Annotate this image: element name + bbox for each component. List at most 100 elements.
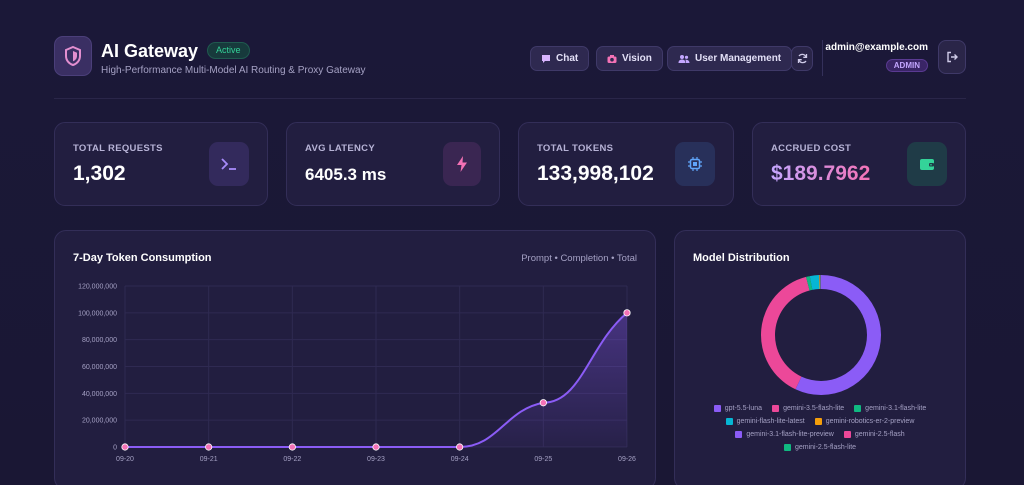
donut-legend: gpt-5.5-luna gemini-3.5-flash-lite gemini-…	[675, 405, 965, 457]
y-tick-label: 20,000,000	[82, 418, 117, 425]
token-line-chart: 0 20,000,000 40,000,000 60,000,000 80,000,00…	[78, 284, 636, 464]
logo	[54, 36, 92, 76]
stat-label: ACCRUED COST	[771, 143, 852, 154]
role-badge: ADMIN	[885, 59, 928, 72]
pie-slice[interactable]	[809, 275, 820, 290]
stat-value: $189.7962	[771, 162, 871, 185]
legend-item[interactable]: gemini-2.5-flash-lite	[783, 444, 857, 451]
series-area	[125, 312, 627, 447]
logout-button[interactable]	[938, 40, 966, 74]
legend-row: gemini-flash-lite-latest gemini-robotics-…	[675, 418, 965, 425]
legend-swatch	[783, 444, 791, 451]
legend-item[interactable]: gpt-5.5-luna	[713, 405, 763, 412]
legend-swatch	[735, 431, 743, 438]
camera-icon	[607, 54, 617, 63]
legend-label: gemini-3.1-flash-lite	[865, 405, 927, 412]
model-distribution-panel: Model Distribution gpt-5.5-luna gemini-3.…	[674, 230, 966, 485]
app-subtitle: High-Performance Multi-Model AI Routing …	[101, 65, 366, 76]
legend-item[interactable]: gemini-3.5-flash-lite	[772, 405, 844, 412]
x-tick-label: 09-24	[451, 456, 469, 463]
shield-icon	[65, 46, 81, 66]
user-email: admin@example.com	[825, 42, 928, 53]
chat-icon	[542, 54, 550, 63]
legend-label: gemini-robotics-er-2-preview	[825, 418, 915, 425]
data-point[interactable]	[623, 309, 631, 317]
data-point[interactable]	[205, 443, 213, 451]
stat-card-total-requests: TOTAL REQUESTS 1,302	[54, 122, 268, 206]
pie-slice[interactable]	[761, 276, 810, 390]
pie-slice[interactable]	[819, 275, 821, 290]
stat-icon-box	[907, 142, 947, 186]
refresh-icon	[797, 53, 807, 64]
legend-swatch	[814, 418, 822, 425]
data-point[interactable]	[121, 443, 129, 451]
legend-item[interactable]: gemini-robotics-er-2-preview	[814, 418, 915, 425]
chat-button[interactable]: Chat	[530, 46, 590, 71]
wallet-icon	[920, 159, 934, 170]
chat-button-label: Chat	[556, 53, 579, 64]
pie-slice[interactable]	[819, 275, 821, 290]
legend-swatch	[725, 418, 733, 425]
y-tick-label: 60,000,000	[82, 364, 117, 371]
logout-icon	[947, 51, 958, 63]
stat-label: TOTAL REQUESTS	[73, 143, 163, 154]
stat-card-total-tokens: TOTAL TOKENS 133,998,102	[518, 122, 734, 206]
y-tick-label: 0	[113, 445, 117, 452]
x-tick-label: 09-22	[283, 456, 301, 463]
data-point[interactable]	[372, 443, 380, 451]
terminal-icon	[221, 158, 236, 170]
y-tick-label: 40,000,000	[82, 391, 117, 398]
stat-value: 6405.3 ms	[305, 165, 387, 184]
stat-icon-box	[209, 142, 249, 186]
legend-item[interactable]: gemini-3.1-flash-lite	[854, 405, 926, 412]
data-point[interactable]	[456, 443, 464, 451]
pie-slice[interactable]	[806, 276, 813, 291]
panel-title: 7-Day Token Consumption	[73, 252, 212, 264]
stat-icon-box	[443, 142, 481, 186]
stat-card-accrued-cost: ACCRUED COST $189.7962	[752, 122, 966, 206]
stat-value: 133,998,102	[537, 162, 654, 185]
legend-row: gemini-3.1-flash-lite-preview gemini-2.5-…	[675, 431, 965, 438]
users-icon	[678, 54, 690, 63]
x-tick-label: 09-23	[367, 456, 385, 463]
data-point[interactable]	[288, 443, 296, 451]
user-management-button[interactable]: User Management	[667, 46, 793, 71]
legend-label: gemini-3.5-flash-lite	[783, 405, 845, 412]
header-separator	[54, 98, 966, 99]
refresh-button[interactable]	[791, 46, 813, 71]
legend-label: gpt-5.5-luna	[724, 405, 763, 412]
legend-label: gemini-2.5-flash-lite	[794, 444, 857, 451]
model-donut-chart	[761, 275, 881, 395]
x-tick-label: 09-21	[200, 456, 218, 463]
x-tick-label: 09-26	[618, 456, 636, 463]
legend-item[interactable]: gemini-2.5-flash	[843, 431, 905, 438]
legend-swatch	[772, 405, 780, 412]
legend-label: gemini-2.5-flash	[854, 431, 905, 438]
user-management-button-label: User Management	[695, 53, 782, 64]
x-tick-label: 09-20	[116, 456, 134, 463]
panel-title: Model Distribution	[693, 252, 790, 264]
legend-label: gemini-3.1-flash-lite-preview	[746, 431, 834, 438]
legend-swatch	[843, 431, 851, 438]
legend-item[interactable]: gemini-flash-lite-latest	[725, 418, 805, 425]
lightning-icon	[457, 156, 467, 172]
stat-label: TOTAL TOKENS	[537, 143, 614, 154]
x-tick-label: 09-25	[534, 456, 552, 463]
chip-icon	[688, 157, 702, 171]
status-badge: Active	[207, 42, 250, 59]
legend-item[interactable]: gemini-3.1-flash-lite-preview	[735, 431, 834, 438]
app-title: AI Gateway	[101, 41, 199, 61]
y-tick-label: 120,000,000	[78, 284, 117, 291]
chart-legend: Prompt • Completion • Total	[521, 253, 637, 264]
legend-label: gemini-flash-lite-latest	[736, 418, 805, 425]
header-divider	[822, 40, 823, 76]
stat-label: AVG LATENCY	[305, 143, 375, 154]
legend-row: gemini-2.5-flash-lite	[675, 444, 965, 451]
data-point[interactable]	[539, 399, 547, 407]
legend-row: gpt-5.5-luna gemini-3.5-flash-lite gemini-…	[675, 405, 965, 412]
app-header: AI Gateway Active High-Performance Multi…	[54, 36, 966, 82]
vision-button[interactable]: Vision	[596, 46, 663, 71]
stat-value: 1,302	[73, 162, 126, 185]
y-tick-label: 100,000,000	[78, 310, 117, 317]
pie-slice[interactable]	[795, 275, 881, 395]
